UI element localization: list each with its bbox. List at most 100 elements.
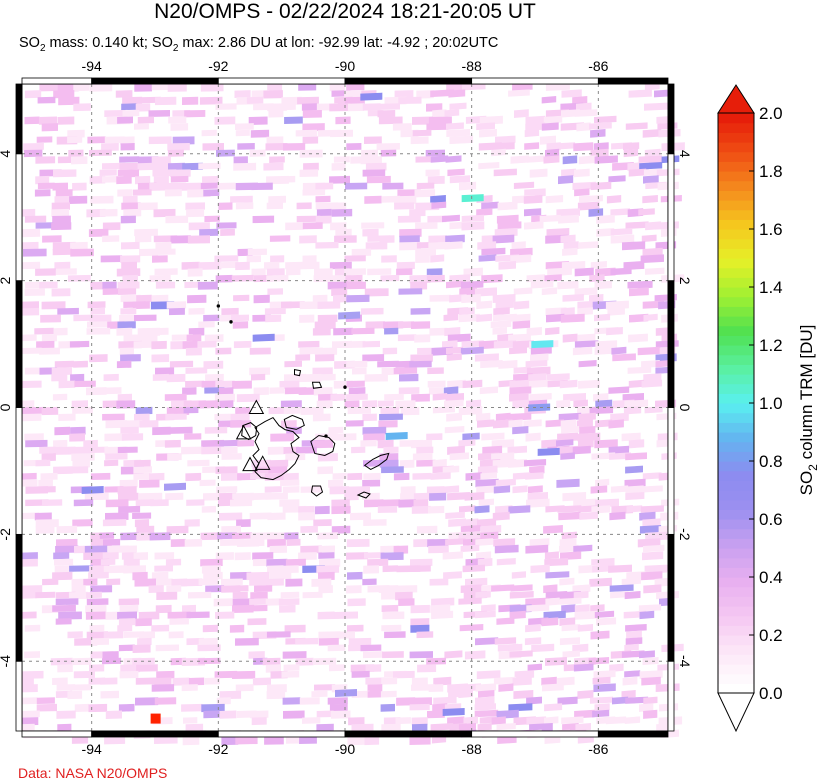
so2-pixel (480, 360, 503, 369)
so2-pixel (563, 393, 586, 402)
so2-pixel (216, 486, 238, 493)
so2-pixel (166, 585, 182, 593)
so2-pixel (446, 346, 464, 355)
so2-pixel (35, 268, 56, 276)
so2-pixel (428, 505, 445, 514)
so2-pixel (235, 123, 254, 130)
so2-pixel (629, 287, 649, 297)
so2-pixel (559, 577, 575, 586)
so2-pixel (302, 136, 319, 144)
so2-pixel (233, 340, 252, 349)
so2-pixel (475, 683, 497, 692)
so2-pixel (365, 321, 385, 329)
so2-pixel (41, 334, 57, 342)
so2-pixel (152, 373, 169, 381)
colorbar-segment (718, 422, 754, 433)
so2-pixel (577, 201, 600, 211)
so2-pixel (627, 366, 652, 374)
so2-pixel (426, 274, 445, 283)
so2-pixel (367, 558, 389, 567)
so2-pixel (560, 234, 576, 243)
so2-pixel (182, 96, 199, 105)
so2-pixel (594, 346, 614, 355)
so2-pixel (449, 452, 469, 461)
so2-pixel (58, 380, 76, 389)
so2-pixel (170, 426, 193, 434)
so2-pixel (285, 558, 306, 567)
so2-pixel (90, 472, 111, 480)
so2-pixel (121, 241, 140, 250)
so2-pixel (426, 103, 443, 112)
so2-pixel (135, 499, 154, 507)
so2-pixel (265, 492, 288, 500)
so2-pixel (513, 300, 530, 310)
so2-pixel (394, 202, 415, 210)
so2-pixel (90, 585, 113, 593)
so2-pixel (346, 585, 362, 594)
so2-pixel (363, 565, 379, 574)
so2-pixel (642, 247, 663, 257)
so2-pixel (545, 82, 570, 91)
so2-pixel (397, 215, 421, 223)
so2-pixel (429, 578, 449, 586)
so2-pixel (250, 129, 270, 138)
so2-pixel (123, 565, 146, 574)
so2-pixel (120, 664, 140, 673)
so2-pixel (347, 624, 364, 632)
so2-pixel (117, 446, 138, 454)
so2-pixel (216, 697, 231, 705)
so2-pixel (398, 499, 416, 508)
so2-pixel (232, 380, 252, 389)
so2-pixel (640, 254, 664, 264)
so2-pixel (167, 83, 187, 92)
so2-pixel (397, 334, 417, 342)
so2-pixel (416, 631, 434, 639)
so2-pixel (151, 571, 169, 580)
so2-pixel (200, 83, 224, 92)
so2-pixel (344, 255, 366, 262)
so2-pixel (329, 83, 345, 92)
colorbar-segment (718, 644, 754, 655)
so2-pixel (119, 162, 138, 170)
so2-pixel (24, 288, 45, 296)
so2-pixel (89, 446, 109, 453)
so2-pixel (524, 459, 547, 467)
so2-pixel (105, 512, 129, 521)
so2-pixel (624, 591, 641, 600)
so2-pixel (480, 472, 497, 480)
so2-pixel (529, 538, 550, 547)
so2-pixel (365, 241, 388, 250)
so2-pixel (384, 631, 406, 639)
so2-pixel (40, 314, 61, 323)
so2-pixel (447, 168, 465, 177)
so2-pixel (608, 175, 626, 183)
so2-pixel (639, 525, 662, 534)
so2-pixel (134, 314, 157, 322)
so2-pixel (442, 707, 465, 716)
so2-pixel (410, 618, 430, 627)
so2-pixel (182, 604, 196, 614)
so2-pixel (392, 123, 412, 131)
so2-pixel (528, 373, 547, 383)
so2-pixel (510, 247, 533, 257)
so2-pixel (415, 156, 431, 163)
so2-pixel (102, 235, 120, 243)
so2-pixel (360, 307, 384, 315)
so2-pixel (69, 565, 93, 572)
so2-pixel (86, 327, 111, 335)
so2-pixel (36, 703, 57, 712)
so2-pixel (379, 459, 399, 468)
so2-pixel (115, 90, 133, 98)
so2-pixel (58, 611, 82, 620)
colorbar-segment (718, 161, 754, 172)
so2-pixel (218, 202, 233, 210)
so2-pixel (399, 241, 422, 251)
so2-pixel (622, 676, 638, 686)
islet (229, 320, 233, 324)
so2-pixel (557, 696, 578, 705)
so2-pixel (365, 162, 387, 171)
so2-pixel (348, 387, 366, 395)
so2-pixel (270, 255, 285, 263)
colorbar-segment (718, 403, 754, 414)
so2-pixel (281, 96, 302, 105)
